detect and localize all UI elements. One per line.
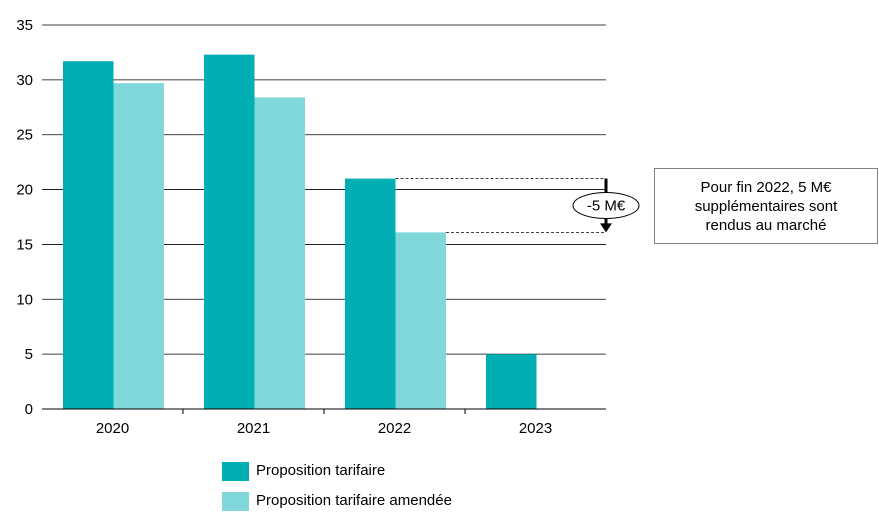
- callout-line-1: Pour fin 2022, 5 M€: [700, 179, 832, 196]
- y-tick-label-15: 15: [16, 236, 33, 253]
- y-tick-label-25: 25: [16, 127, 33, 144]
- legend-label-series-1: Proposition tarifaire: [256, 462, 386, 479]
- y-tick-label-35: 35: [16, 17, 33, 34]
- axes: 0 5 10 15 20 25 30 35 2020 2021 2022 2023: [16, 17, 606, 437]
- callout-line-3: rendus au marché: [705, 217, 827, 234]
- legend-label-series-2: Proposition tarifaire amendée: [256, 492, 452, 509]
- y-tick-label-5: 5: [25, 346, 33, 363]
- annotation-label-bubble: [572, 191, 640, 219]
- x-tick-label-2023: 2023: [519, 420, 552, 437]
- annotation-label: -5 M€: [587, 197, 626, 214]
- legend-swatch-series-1: [222, 462, 249, 481]
- bar-2022-series-1: [345, 178, 396, 409]
- x-tick-label-2021: 2021: [237, 420, 270, 437]
- y-tick-label-10: 10: [16, 291, 33, 308]
- callout-line-2: supplémentaires sont: [694, 198, 838, 215]
- legend-swatch-series-2: [222, 492, 249, 511]
- bar-2020-series-2: [113, 83, 164, 410]
- y-tick-label-20: 20: [16, 182, 33, 199]
- y-tick-label-30: 30: [16, 72, 33, 89]
- bar-2020-series-1: [63, 61, 114, 409]
- bar-chart: 0 5 10 15 20 25 30 35 2020 2021 2022 2023 -5 M€: [16, 17, 640, 437]
- annotation: -5 M€: [395, 178, 640, 233]
- x-tick-label-2020: 2020: [96, 420, 129, 437]
- bar-2021-series-2: [254, 97, 305, 409]
- annotation-arrow-head: [600, 223, 612, 233]
- y-tick-label-0: 0: [25, 401, 33, 418]
- x-tick-label-2022: 2022: [378, 420, 411, 437]
- bar-2021-series-1: [204, 54, 255, 409]
- bar-2023-series-1: [486, 354, 537, 409]
- bars: [63, 54, 537, 410]
- bar-2022-series-2: [395, 232, 446, 409]
- annotation-callout-box: Pour fin 2022, 5 M€ supplémentaires sont…: [654, 168, 878, 244]
